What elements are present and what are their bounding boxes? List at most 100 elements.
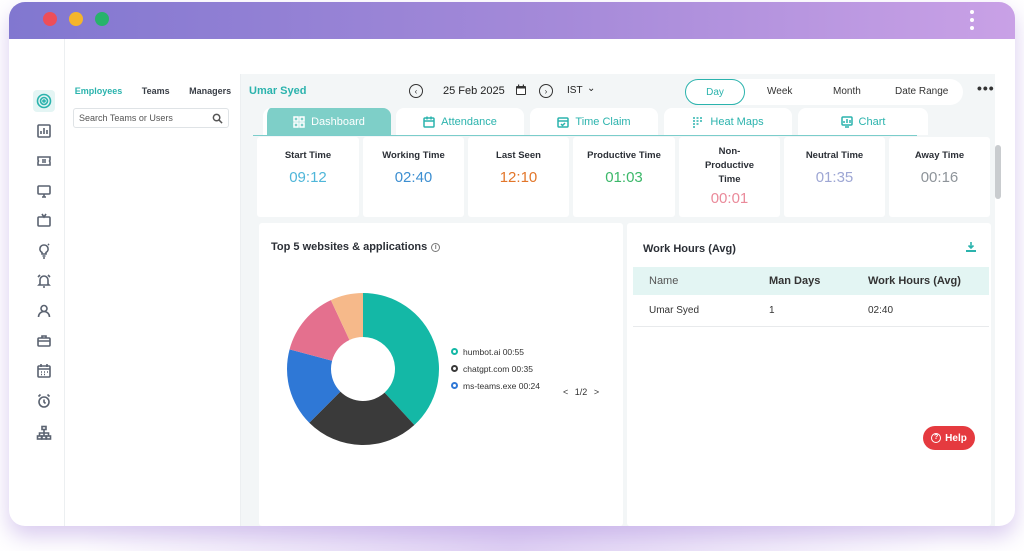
tab-attendance[interactable]: Attendance: [396, 108, 524, 135]
briefcase-icon[interactable]: [33, 330, 55, 352]
top-bar: Umar Syed ‹ 25 Feb 2025 › IST ⌄ Day Week…: [241, 74, 995, 108]
close-window-button[interactable]: [43, 12, 57, 26]
metric-label: Neutral Time: [805, 150, 864, 161]
more-options-icon[interactable]: •••: [977, 80, 995, 96]
alarm-clock-icon[interactable]: [33, 390, 55, 412]
metric-label: Last Seen: [496, 150, 541, 161]
app-window: Employees Teams Managers Search Teams or…: [9, 2, 1015, 526]
legend-pager: < 1/2 >: [563, 387, 599, 397]
pager-prev-button[interactable]: <: [563, 387, 569, 397]
period-month[interactable]: Month: [833, 86, 861, 97]
donut-slice[interactable]: [287, 349, 341, 423]
tab-employees[interactable]: Employees: [74, 86, 123, 96]
metric-value: 01:35: [815, 169, 854, 186]
alarm-bell-icon[interactable]: [33, 270, 55, 292]
work-hours-title: Work Hours (Avg): [643, 243, 736, 255]
metric-card-working-time: Working Time 02:40: [363, 137, 464, 217]
metric-value: 00:01: [710, 190, 749, 207]
tab-time-claim-label: Time Claim: [575, 115, 631, 128]
donut-slice[interactable]: [330, 293, 363, 340]
org-chart-icon[interactable]: [33, 422, 55, 444]
selected-user-name: Umar Syed: [249, 85, 307, 97]
column-header-work-hours[interactable]: Work Hours (Avg): [868, 275, 961, 287]
search-icon: [212, 113, 223, 124]
chevron-down-icon[interactable]: ⌄: [587, 83, 596, 94]
dashboard-icon: [293, 115, 305, 128]
pager-indicator: 1/2: [574, 387, 588, 397]
period-day[interactable]: Day: [685, 79, 745, 105]
current-date[interactable]: 25 Feb 2025: [443, 85, 505, 97]
metric-card-neutral-time: Neutral Time 01:35: [784, 137, 885, 217]
title-bar: [9, 2, 1015, 39]
metric-value: 01:03: [605, 169, 643, 186]
period-selector: Day Week Month Date Range: [685, 79, 963, 105]
legend-item[interactable]: humbot.ai 00:55: [451, 343, 540, 360]
top-apps-title-text: Top 5 websites & applications: [271, 241, 428, 253]
tab-heat-maps[interactable]: Heat Maps: [664, 108, 792, 135]
user-panel: Employees Teams Managers Search Teams or…: [65, 74, 241, 526]
table-cell: Umar Syed: [649, 305, 700, 316]
metric-value: 12:10: [499, 169, 538, 186]
donut-slice[interactable]: [309, 391, 415, 445]
timezone-select[interactable]: IST: [567, 85, 583, 96]
calendar-picker-icon[interactable]: [515, 84, 527, 96]
download-icon[interactable]: [965, 241, 977, 253]
tv-icon[interactable]: [33, 210, 55, 232]
period-week[interactable]: Week: [767, 86, 793, 97]
tab-chart-label: Chart: [858, 115, 886, 128]
next-day-button[interactable]: ›: [539, 84, 553, 98]
metric-label: Non-Productive Time: [704, 146, 755, 185]
user-icon[interactable]: [33, 300, 55, 322]
view-tabs: Dashboard Attendance Time Claim Heat Map…: [253, 108, 995, 136]
tab-attendance-label: Attendance: [441, 115, 497, 128]
tab-chart[interactable]: Chart: [798, 108, 928, 135]
monitor-icon[interactable]: [33, 180, 55, 202]
table-header: Name Man Days Work Hours (Avg): [633, 267, 989, 295]
calendar-icon: [423, 116, 435, 128]
maximize-window-button[interactable]: [95, 12, 109, 26]
metric-card-away-time: Away Time 00:16: [889, 137, 990, 217]
lightbulb-icon[interactable]: [33, 240, 55, 262]
bar-chart-icon[interactable]: [33, 120, 55, 142]
legend-swatch: [451, 365, 458, 372]
help-button[interactable]: ? Help: [923, 426, 975, 450]
legend-label: humbot.ai 00:55: [463, 346, 524, 357]
donut-slice[interactable]: [363, 293, 440, 426]
ticket-icon[interactable]: [33, 150, 55, 172]
metric-value: 09:12: [289, 169, 327, 186]
main-content: Umar Syed ‹ 25 Feb 2025 › IST ⌄ Day Week…: [241, 74, 1001, 526]
column-header-name[interactable]: Name: [649, 275, 679, 287]
work-hours-card: Work Hours (Avg) Name Man Days Work Hour…: [627, 223, 991, 526]
tab-teams[interactable]: Teams: [141, 86, 170, 96]
window-menu-icon[interactable]: [969, 7, 975, 35]
calendar-icon[interactable]: [33, 360, 55, 382]
period-date-range[interactable]: Date Range: [895, 86, 949, 97]
user-panel-tabs: Employees Teams Managers: [65, 84, 241, 98]
donut-slice[interactable]: [289, 300, 350, 361]
metric-card-last-seen: Last Seen 12:10: [468, 137, 569, 217]
metric-card-non-productive-time: Non-Productive Time 00:01: [679, 137, 780, 217]
info-icon[interactable]: i: [431, 242, 441, 252]
tab-dashboard-label: Dashboard: [311, 115, 365, 128]
help-icon: ?: [931, 433, 942, 443]
minimize-window-button[interactable]: [69, 12, 83, 26]
target-icon[interactable]: [33, 90, 55, 112]
calendar-check-icon: [557, 116, 570, 128]
search-input[interactable]: Search Teams or Users: [73, 108, 229, 128]
legend-item[interactable]: chatgpt.com 00:35: [451, 360, 540, 377]
tabs-underline: [253, 135, 917, 136]
metric-label: Working Time: [382, 150, 445, 161]
previous-day-button[interactable]: ‹: [409, 84, 423, 98]
tab-dashboard[interactable]: Dashboard: [263, 108, 391, 135]
tab-time-claim[interactable]: Time Claim: [530, 108, 658, 135]
heatmap-icon: [693, 116, 703, 128]
search-placeholder: Search Teams or Users: [79, 113, 173, 123]
legend-item[interactable]: ms-teams.exe 00:24: [451, 377, 540, 394]
tab-managers[interactable]: Managers: [189, 86, 232, 96]
pager-next-button[interactable]: >: [593, 387, 600, 397]
metric-label: Productive Time: [587, 150, 661, 161]
table-row[interactable]: Umar Syed 1 02:40: [633, 295, 989, 327]
chart-legend: humbot.ai 00:55 chatgpt.com 00:35 ms-tea…: [451, 343, 540, 394]
metrics-scrollbar[interactable]: [995, 145, 1001, 199]
column-header-man-days[interactable]: Man Days: [769, 275, 821, 287]
